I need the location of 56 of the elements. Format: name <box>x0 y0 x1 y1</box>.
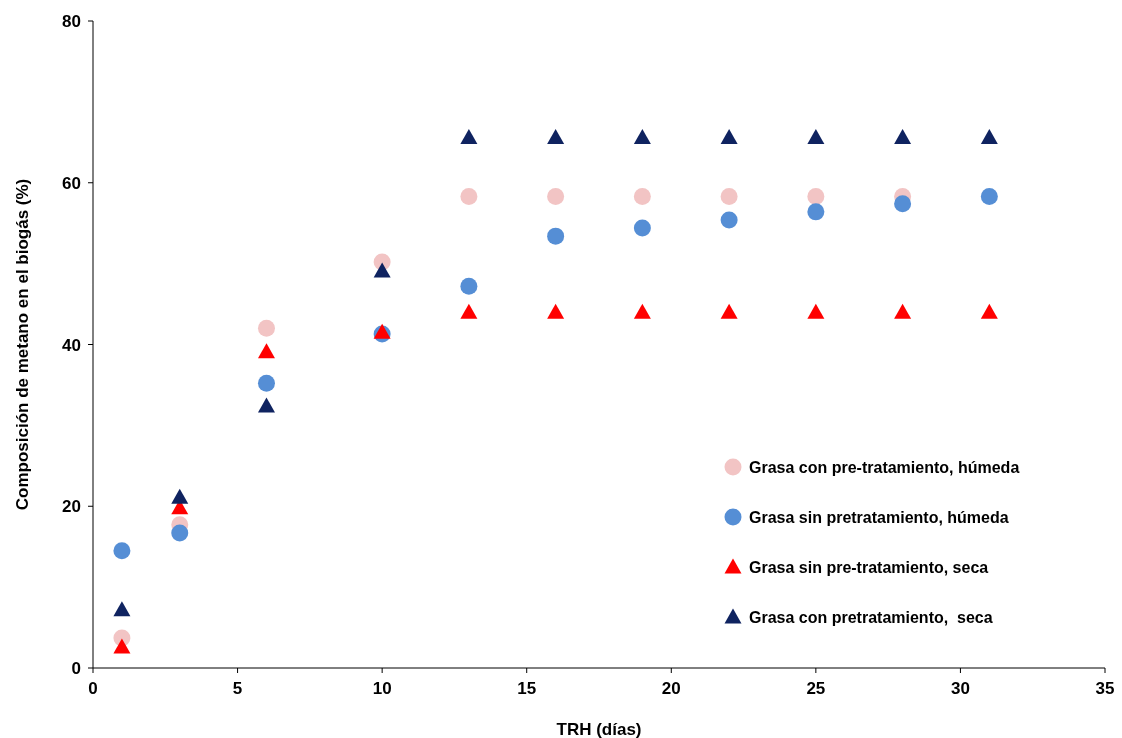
point <box>633 188 651 205</box>
x-tick-label: 5 <box>232 679 243 698</box>
point <box>633 219 651 237</box>
legend-label: Grasa sin pretratamiento, húmeda <box>749 509 1009 526</box>
point <box>720 303 738 319</box>
legend-label: Grasa sin pre-tratamiento, seca <box>749 559 989 576</box>
x-axis-title: TRH (días) <box>556 720 642 738</box>
y-tick-label: 60 <box>62 173 81 193</box>
point <box>980 303 998 319</box>
point <box>807 188 825 205</box>
point <box>460 303 478 319</box>
point <box>113 601 131 617</box>
point <box>547 227 565 245</box>
point <box>633 128 651 144</box>
point <box>807 203 825 221</box>
point <box>547 188 565 205</box>
y-axis-title: Composición de metano en el biogás (%) <box>13 178 32 511</box>
point <box>980 188 998 205</box>
point <box>633 303 651 319</box>
point <box>460 188 478 205</box>
y-tick-label: 40 <box>62 335 81 355</box>
point <box>373 262 391 278</box>
point <box>171 524 189 542</box>
point <box>257 374 275 392</box>
legend-label: Grasa con pretratamiento, seca <box>749 609 993 626</box>
point <box>373 323 391 339</box>
point <box>720 188 738 205</box>
y-tick-label: 20 <box>62 497 81 517</box>
x-tick-label: 30 <box>950 679 970 698</box>
point <box>980 128 998 144</box>
x-tick-label: 10 <box>372 679 392 698</box>
x-tick-label: 25 <box>806 679 826 698</box>
x-tick-label: 0 <box>88 679 98 698</box>
point <box>460 128 478 144</box>
y-tick-label: 80 <box>62 12 81 31</box>
point <box>171 488 189 504</box>
point <box>113 542 131 560</box>
point <box>547 303 565 319</box>
x-tick-label: 35 <box>1095 679 1115 698</box>
point <box>257 343 275 359</box>
point <box>894 303 912 319</box>
point <box>460 277 478 295</box>
y-tick-label: 0 <box>71 659 81 678</box>
point <box>257 319 275 337</box>
point <box>894 128 912 144</box>
point <box>720 211 738 229</box>
point <box>113 638 131 654</box>
point <box>547 128 565 144</box>
point <box>807 303 825 319</box>
point <box>257 397 275 413</box>
point <box>720 128 738 144</box>
x-tick-label: 20 <box>661 679 681 698</box>
legend-label: Grasa con pre-tratamiento, húmeda <box>749 459 1020 476</box>
point <box>807 128 825 144</box>
x-tick-label: 15 <box>517 679 537 698</box>
point <box>894 195 912 213</box>
